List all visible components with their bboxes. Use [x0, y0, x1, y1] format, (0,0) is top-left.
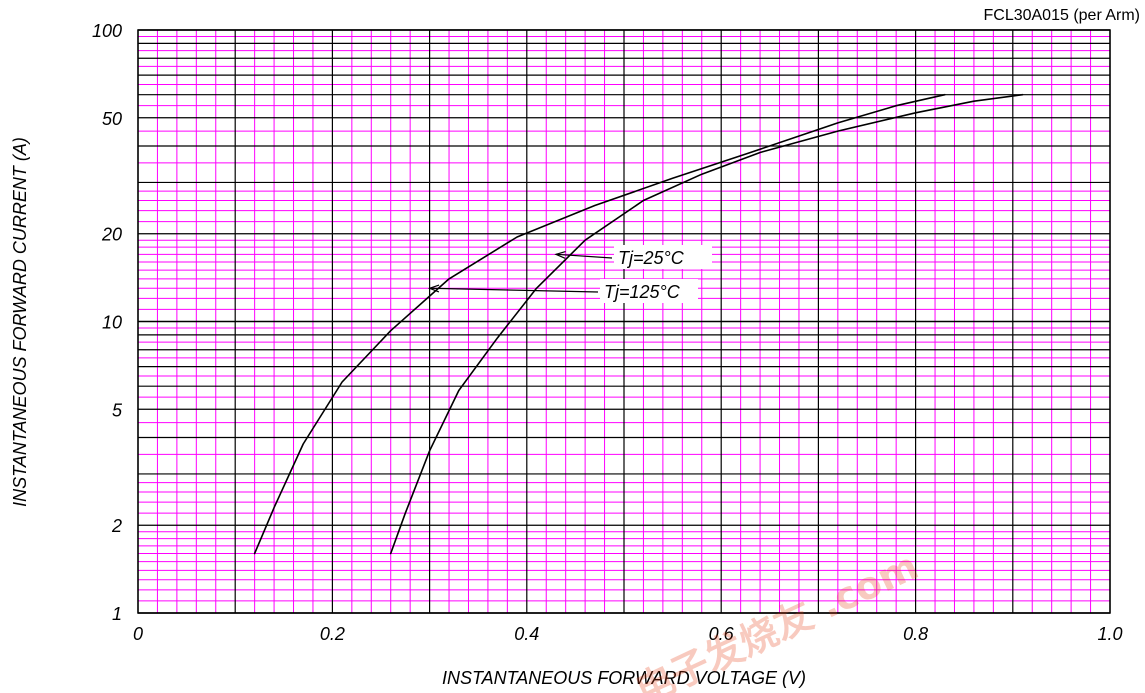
series-line-tj-25c [389, 93, 1024, 555]
chart-title: FCL30A015 (per Arm) [983, 7, 1140, 24]
annotation-background [600, 279, 698, 303]
y-tick-label: 5 [112, 400, 123, 420]
annotation-arrowhead [554, 250, 566, 259]
annotation-leader-line [555, 253, 613, 259]
x-tick-label: 0.6 [709, 624, 735, 644]
x-tick-label: 0.4 [514, 624, 539, 644]
y-tick-label: 20 [101, 225, 122, 245]
series-layer [253, 93, 1024, 555]
y-tick-labels: 1 2 5 10 20 50 100 [92, 21, 123, 624]
annotation-leader-line [429, 287, 599, 293]
x-axis-label: INSTANTANEOUS FORWARD VOLTAGE (V) [442, 668, 806, 688]
y-tick-label: 10 [102, 313, 122, 333]
annotation-layer: Tj=25°C Tj=125°C [427, 245, 712, 303]
series-line-tj-125c [253, 93, 946, 555]
y-tick-label: 1 [112, 604, 122, 624]
annotation-label: Tj=25°C [618, 248, 685, 268]
plot-frame [137, 29, 1111, 614]
major-grid [137, 29, 1111, 614]
y-tick-label: 100 [92, 21, 122, 41]
x-tick-label: 0.2 [320, 624, 345, 644]
x-tick-label: 0 [133, 624, 143, 644]
y-tick-label: 50 [102, 109, 122, 129]
y-tick-label: 2 [111, 516, 122, 536]
annotation-arrowhead [427, 284, 440, 293]
annotation-label: Tj=125°C [604, 282, 681, 302]
x-tick-label: 1.0 [1097, 624, 1122, 644]
annotation-background [614, 245, 712, 269]
x-tick-labels: 0 0.2 0.4 0.6 0.8 1.0 [133, 624, 1123, 644]
x-tick-label: 0.8 [903, 624, 928, 644]
y-axis-label: INSTANTANEOUS FORWARD CURRENT (A) [10, 137, 30, 507]
